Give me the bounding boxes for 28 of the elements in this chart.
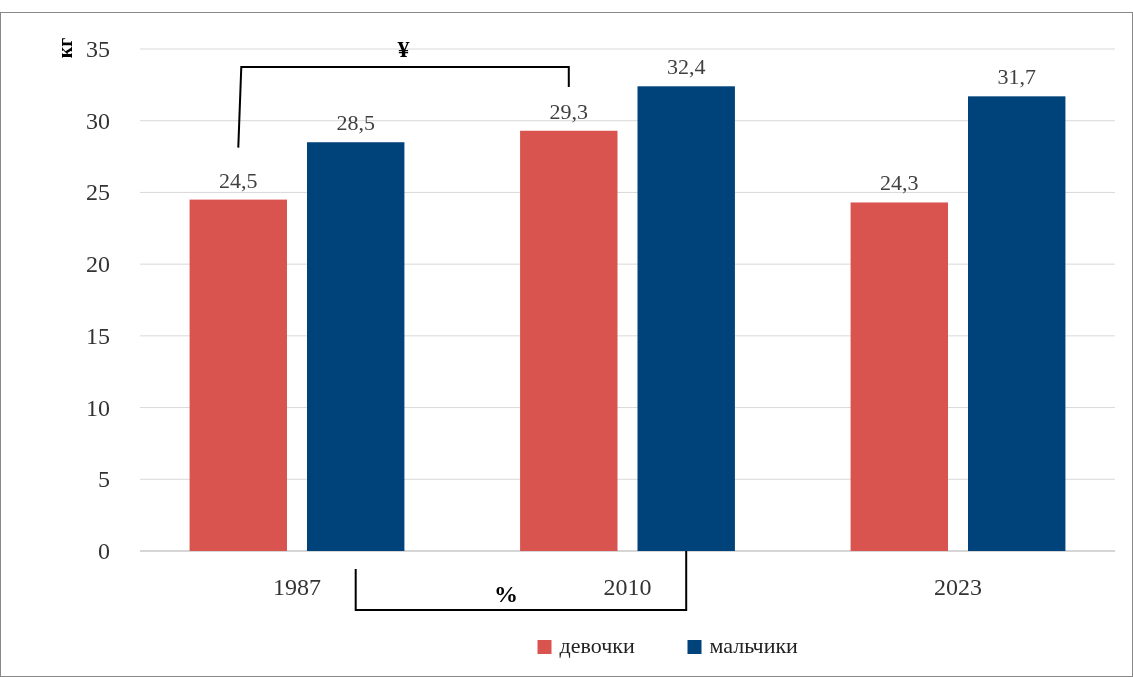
x-tick-label: 2023 [934,574,983,600]
x-tick-label: 2010 [603,574,652,600]
bar [189,199,287,551]
data-label: 24,3 [880,170,919,196]
y-tick-label: 30 [86,107,110,134]
data-label: 31,7 [997,64,1036,90]
y-tick-label: 20 [86,251,110,278]
bar [850,202,949,551]
y-tick-label: 35 [86,36,110,62]
y-tick-label: 10 [86,394,110,421]
annotation: ¥ [397,36,410,62]
data-label: 28,5 [336,110,375,136]
bar [968,96,1066,551]
legend-label: мальчики [709,633,799,658]
bar [637,86,735,551]
text: % [493,581,518,607]
data-label: 32,4 [666,54,706,80]
y-axis-title: кг [54,37,76,59]
y-tick-label: 5 [98,466,110,493]
bar [306,142,405,551]
legend-label: девочки [559,633,635,658]
x-tick-label: 1987 [272,574,321,600]
bar [520,130,618,551]
data-label: 29,3 [549,98,589,124]
y-tick-label: 25 [86,179,110,206]
y-tick-label: 0 [98,538,110,564]
data-label: 24,5 [219,167,258,193]
y-tick-label: 15 [86,322,110,349]
